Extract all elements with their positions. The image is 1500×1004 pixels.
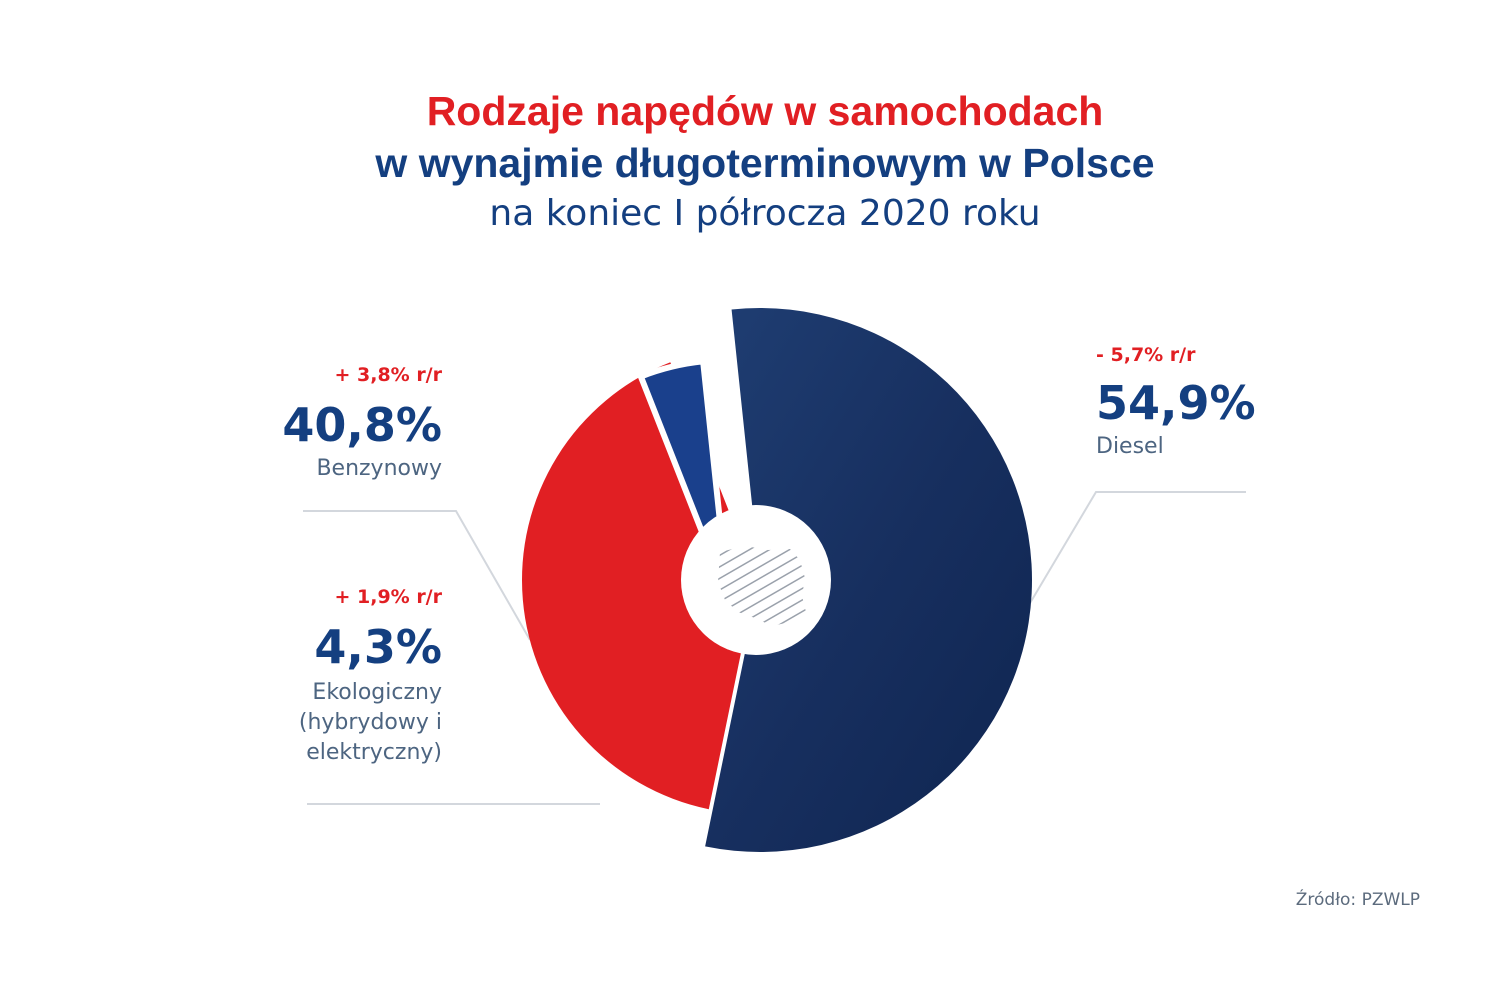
benzynowy-name: Benzynowy (316, 456, 442, 481)
diesel-change: - 5,7% r/r (1096, 344, 1196, 366)
diesel-name: Diesel (1096, 434, 1164, 459)
ekologiczny-name-line-1: Ekologiczny (312, 680, 442, 705)
label-ekologiczny: + 1,9% r/r 4,3% Ekologiczny (hybrydowy i… (299, 586, 442, 768)
label-benzynowy: + 3,8% r/r 40,8% Benzynowy (282, 364, 442, 484)
ekologiczny-name-line-3: elektryczny) (306, 740, 442, 765)
label-diesel: - 5,7% r/r 54,9% Diesel (1096, 344, 1256, 462)
source-note: Źródło: PZWLP (1295, 890, 1420, 910)
ekologiczny-percent: 4,3% (314, 620, 442, 674)
ekologiczny-change: + 1,9% r/r (334, 586, 442, 608)
diesel-percent: 54,9% (1096, 376, 1256, 430)
title-line-1: Rodzaje napędów w samochodach (426, 88, 1104, 134)
poland-map-icon (718, 546, 806, 626)
connector-benzynowy (303, 510, 531, 641)
title-line-2: w wynajmie długoterminowym w Polsce (375, 140, 1155, 186)
ekologiczny-name-line-2: (hybrydowy i (298, 710, 442, 735)
title-line-3: na koniec I półrocza 2020 roku (489, 193, 1041, 234)
chart-title: Rodzaje napędów w samochodach w wynajmie… (0, 85, 1500, 239)
pie-slice-diesel (705, 308, 1032, 852)
benzynowy-change: + 3,8% r/r (334, 364, 442, 386)
benzynowy-percent: 40,8% (282, 398, 442, 452)
connector-diesel (1019, 491, 1246, 621)
